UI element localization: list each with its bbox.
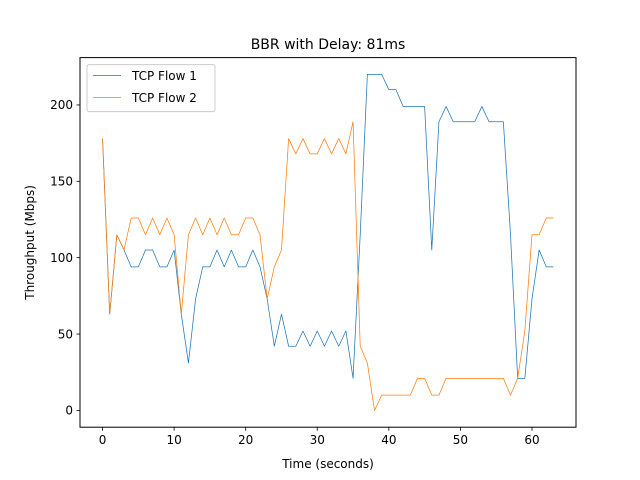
- plot-frame: [79, 57, 577, 428]
- x-tick-label: 40: [381, 433, 396, 447]
- x-tick-label: 0: [99, 433, 107, 447]
- x-tick-label: 50: [453, 433, 468, 447]
- x-tick-label: 10: [166, 433, 181, 447]
- x-axis-label: Time (seconds): [281, 457, 374, 471]
- y-axis: 0 50 100 150 200: [50, 98, 80, 418]
- y-tick-label: 200: [50, 98, 73, 112]
- x-tick-label: 20: [238, 433, 253, 447]
- y-axis-label: Throughput (Mbps): [23, 185, 37, 301]
- series-layer: [102, 74, 554, 411]
- series-line-2: [102, 121, 554, 411]
- legend-box: [86, 64, 216, 113]
- y-tick-label: 0: [65, 404, 73, 418]
- legend-label-1: TCP Flow 1: [131, 69, 197, 83]
- x-tick-label: 60: [524, 433, 539, 447]
- y-tick-label: 150: [50, 175, 73, 189]
- legend: TCP Flow 1 TCP Flow 2: [86, 64, 216, 113]
- legend-label-2: TCP Flow 2: [131, 91, 197, 105]
- x-tick-label: 30: [310, 433, 325, 447]
- y-tick-label: 100: [50, 251, 73, 265]
- y-tick-label: 50: [58, 327, 73, 341]
- x-axis: 0 10 20 30 40 50 60: [99, 427, 540, 447]
- chart-title: BBR with Delay: 81ms: [251, 37, 406, 53]
- series-line-1: [102, 74, 554, 379]
